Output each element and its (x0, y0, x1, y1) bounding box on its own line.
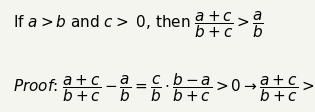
Text: If $a > b$ and $c > \ 0$, then $\dfrac{a+c}{b+c} > \dfrac{a}{b}$: If $a > b$ and $c > \ 0$, then $\dfrac{a… (13, 9, 264, 40)
Text: $\mathbf{\mathit{Proof}}$: $\dfrac{a+c}{b+c} - \dfrac{a}{b} = \dfrac{c}{b} \cdot: $\mathbf{\mathit{Proof}}$: $\dfrac{a+c}{… (13, 71, 315, 104)
